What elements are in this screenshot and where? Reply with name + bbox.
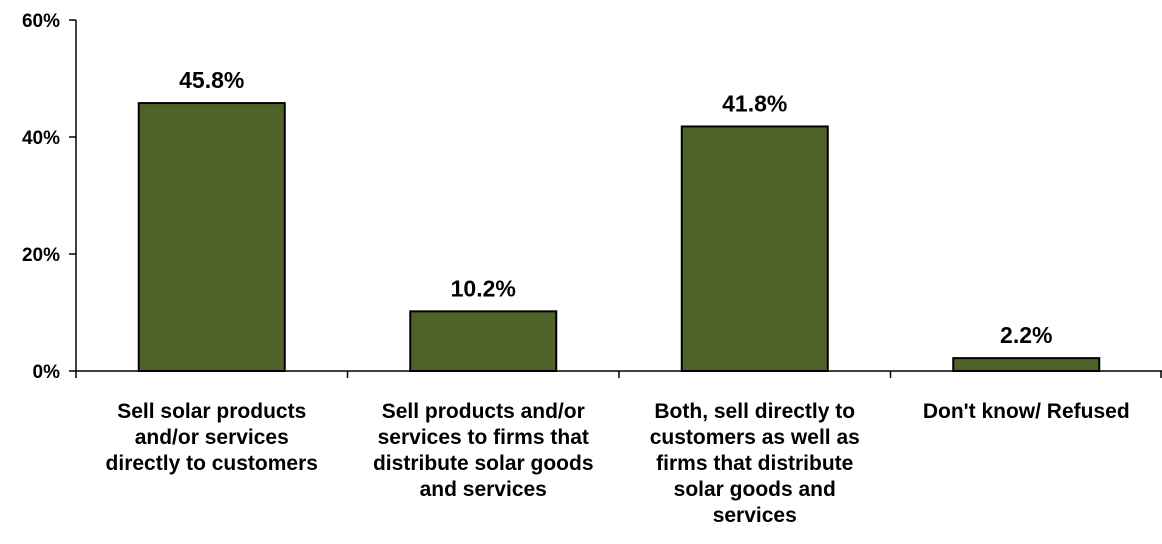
y-tick-label: 60%: [22, 11, 60, 32]
category-label-line: solar goods and: [674, 478, 836, 501]
bar-value-label: 10.2%: [451, 275, 516, 301]
y-axis: 0% 20% 40% 60%: [22, 11, 77, 383]
bar: [137, 102, 286, 372]
category-label-line: customers as well as: [650, 426, 860, 449]
category-label-line: and/or services: [135, 426, 289, 449]
category-label-line: Don't know/ Refused: [923, 400, 1130, 423]
y-tick-label: 0%: [33, 362, 61, 383]
bar-value-label: 41.8%: [722, 90, 787, 116]
category-label-line: Both, sell directly to: [654, 400, 855, 423]
category-label: Don't know/ Refused: [923, 400, 1130, 423]
bar-value-label: 45.8%: [179, 67, 244, 93]
bar: [680, 125, 829, 372]
category-label-line: Sell products and/or: [382, 400, 585, 423]
data-labels: 45.8% 10.2% 41.8% 2.2%: [179, 67, 1052, 348]
y-tick-label: 20%: [22, 245, 60, 266]
category-labels: Sell solar products and/or services direct…: [106, 400, 1130, 527]
bar: [409, 310, 558, 372]
bars: [137, 102, 1101, 373]
category-label-line: directly to customers: [106, 452, 318, 475]
bar: [952, 357, 1101, 373]
category-label: Sell products and/or services to firms th…: [373, 400, 594, 501]
category-label-line: services: [713, 504, 797, 527]
category-label-line: firms that distribute: [656, 452, 853, 475]
bar-value-label: 2.2%: [1000, 322, 1052, 348]
y-tick-label: 40%: [22, 128, 60, 149]
x-axis: [75, 370, 1162, 378]
category-label-line: services to firms that: [378, 426, 589, 449]
category-label: Both, sell directly to customers as well …: [650, 400, 860, 527]
category-label: Sell solar products and/or services direct…: [106, 400, 318, 475]
category-label-line: Sell solar products: [117, 400, 306, 423]
category-label-line: distribute solar goods: [373, 452, 594, 475]
category-label-line: and services: [420, 478, 547, 501]
